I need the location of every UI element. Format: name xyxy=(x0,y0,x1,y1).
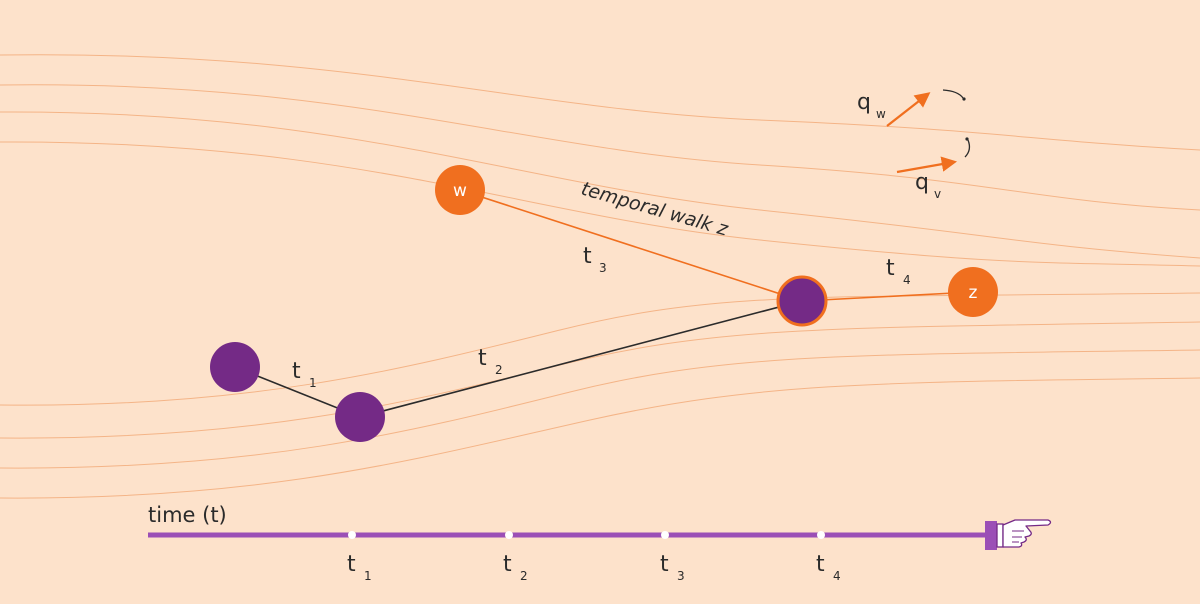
svg-text:2: 2 xyxy=(495,363,503,377)
rotation-arc-top xyxy=(942,89,964,99)
svg-text:v: v xyxy=(934,187,941,201)
purple-node-v xyxy=(335,392,385,442)
svg-text:1: 1 xyxy=(364,569,372,583)
walk-label: temporal walk z xyxy=(579,178,732,241)
timeline-label-t1: t 1 xyxy=(347,552,372,583)
svg-text:3: 3 xyxy=(599,261,607,275)
svg-text:w: w xyxy=(876,107,886,121)
svg-text:q: q xyxy=(857,90,871,115)
flow-line xyxy=(0,292,1200,406)
flow-lines xyxy=(0,54,1200,499)
label-qv: q v xyxy=(915,170,941,201)
edge-label-t4: t 4 xyxy=(886,256,911,287)
label-qw: q w xyxy=(857,90,886,121)
edge-t4 xyxy=(801,291,974,302)
svg-text:q: q xyxy=(915,170,929,195)
node-w-label: w xyxy=(453,181,467,201)
arrow-qw xyxy=(886,92,931,127)
svg-text:t: t xyxy=(347,552,356,577)
edge-label-t3: t 3 xyxy=(583,244,607,275)
flow-line xyxy=(0,141,1200,267)
flow-line xyxy=(0,54,1200,151)
edge-label-t1: t 1 xyxy=(292,359,317,390)
edge-t3 xyxy=(459,189,803,302)
timeline-tick-t2 xyxy=(505,531,513,539)
svg-text:3: 3 xyxy=(677,569,685,583)
svg-text:1: 1 xyxy=(309,376,317,390)
edge-t2 xyxy=(359,300,803,418)
purple-node-start xyxy=(210,342,260,392)
timeline-tick-t1 xyxy=(348,531,356,539)
rotation-arc-bottom xyxy=(964,139,971,158)
svg-text:4: 4 xyxy=(903,273,911,287)
svg-text:4: 4 xyxy=(833,569,841,583)
node-w xyxy=(435,165,485,215)
svg-text:t: t xyxy=(503,552,512,577)
svg-text:t: t xyxy=(478,346,487,371)
node-z-label: z xyxy=(969,283,978,303)
arrow-qv xyxy=(896,156,958,174)
timeline-label-t2: t 2 xyxy=(503,552,528,583)
flow-line xyxy=(0,84,1200,211)
svg-text:t: t xyxy=(816,552,825,577)
rotation-arc-bottom-dot xyxy=(965,137,969,141)
pointing-hand-icon xyxy=(985,519,1052,550)
node-z xyxy=(948,267,998,317)
edge-label-t2: t 2 xyxy=(478,346,503,377)
timeline-tick-t3 xyxy=(661,531,669,539)
timeline-label-t3: t 3 xyxy=(660,552,685,583)
svg-text:t: t xyxy=(886,256,895,281)
timeline-title: time (t) xyxy=(148,503,227,527)
timeline-tick-t4 xyxy=(817,531,825,539)
flow-line xyxy=(0,111,1200,259)
purple-node-hub xyxy=(776,275,828,327)
rotation-arc-top-dot xyxy=(962,97,966,101)
svg-text:2: 2 xyxy=(520,569,528,583)
svg-text:t: t xyxy=(292,359,301,384)
svg-text:t: t xyxy=(660,552,669,577)
flow-line xyxy=(0,349,1200,469)
svg-text:t: t xyxy=(583,244,592,269)
timeline-label-t4: t 4 xyxy=(816,552,841,583)
flow-line xyxy=(0,377,1200,499)
